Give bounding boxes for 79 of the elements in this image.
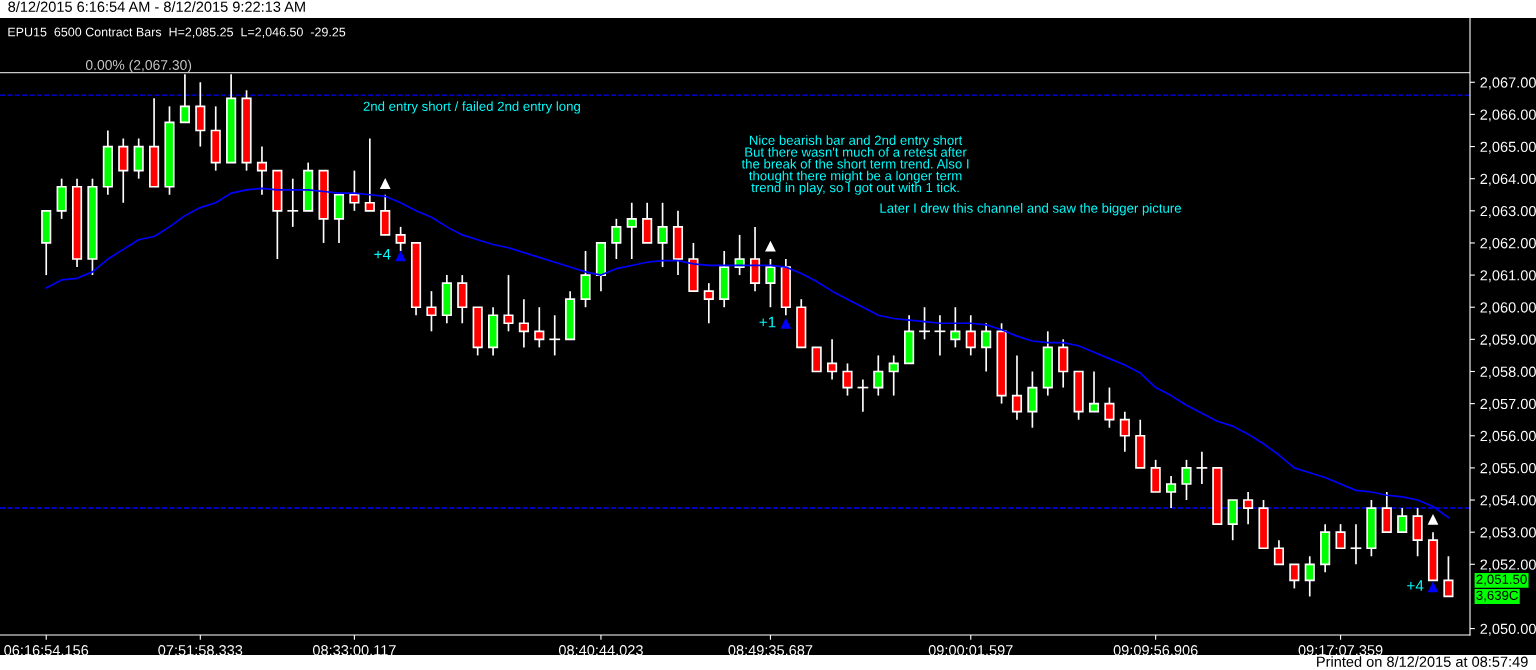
candlestick (965, 314, 976, 357)
x-tick-label: 09:09:56.906 (1113, 645, 1198, 656)
candlestick (873, 354, 884, 397)
point (765, 240, 776, 252)
candlestick (1181, 459, 1192, 501)
y-tick-label: 2,066.00 (1480, 109, 1536, 122)
y-tick-label: 2,053.00 (1480, 527, 1536, 540)
x-tick-label: 06:16:54.156 (4, 645, 89, 656)
candlestick (703, 282, 714, 325)
candlestick (981, 322, 992, 373)
candlestick (1289, 563, 1300, 590)
y-tick-label: 2,067.00 (1480, 77, 1536, 90)
y-tick-label: 2,056.00 (1480, 430, 1536, 443)
candlestick (1443, 555, 1454, 598)
chart-title: 8/12/2015 6:16:54 AM - 8/12/2015 9:22:13 AM (8, 1, 305, 12)
point (1427, 581, 1439, 593)
candlestick (349, 169, 360, 212)
text: Printed on 8/12/2015 at 08:57:49 (1317, 656, 1528, 667)
candlestick (827, 338, 838, 381)
annotation: +1 (759, 316, 776, 328)
candlestick (1243, 491, 1254, 525)
y-tick-label: 2,055.00 (1480, 463, 1536, 476)
candlestick (888, 354, 899, 397)
y-tick-label: 2,059.00 (1480, 334, 1536, 347)
annotation: +4 (374, 248, 391, 260)
candlestick (1165, 475, 1177, 509)
candlestick (918, 306, 931, 341)
candlestick (518, 298, 529, 349)
ref-line-label: 0.00% (2,067.30) (85, 59, 192, 73)
annotation: Later I drew this channel and saw the bigger picture (880, 203, 1181, 216)
x-tick-label: 08:40:44.023 (558, 645, 643, 656)
x-tick-label: 09:17:07.359 (1298, 645, 1383, 656)
candlestick (734, 234, 745, 276)
candlestick (765, 258, 776, 309)
candlestick (364, 137, 375, 212)
point (379, 178, 391, 189)
x-tick-label: 09:00:01.597 (928, 645, 1013, 656)
annotation: 2nd entry short / failed 2nd entry long (363, 101, 580, 114)
candlestick (286, 177, 299, 228)
text: 2,051.50 (1476, 574, 1527, 586)
point (1427, 513, 1439, 525)
candlestick (179, 73, 190, 124)
candlestick (1335, 523, 1346, 550)
y-tick-label: 2,057.00 (1480, 398, 1536, 411)
x-tick-label: 08:33:00.117 (312, 645, 396, 656)
candlestick (534, 306, 545, 349)
text: 3,639C (1476, 590, 1518, 602)
point (780, 317, 792, 329)
candlestick (1397, 507, 1408, 534)
y-tick-label: 2,065.00 (1480, 141, 1536, 154)
candlestick (1273, 539, 1285, 566)
y-tick-label: 2,058.00 (1480, 366, 1536, 379)
candlestick (1104, 386, 1115, 429)
candlestick (842, 362, 853, 397)
candlestick (426, 290, 437, 333)
candlestick (1088, 370, 1100, 413)
y-tick-label: 2,050.00 (1480, 623, 1536, 636)
candlestick (1011, 354, 1023, 421)
candlestick (256, 145, 268, 196)
candlestick (1119, 410, 1130, 453)
y-tick-label: 2,060.00 (1480, 302, 1536, 315)
x-tick-label: 07:51:58.333 (158, 645, 243, 656)
x-tick-label: 08:49:35.687 (728, 645, 813, 656)
y-tick-label: 2,052.00 (1480, 559, 1536, 572)
annotation: +4 (1407, 580, 1424, 591)
y-tick-label: 2,054.00 (1480, 495, 1536, 508)
annotation: Nice bearish bar and 2nd entry short But there wasn't much of a retest after the break of the short term trend. Also I thought there might be a longer term trend in play, so I got out with 1 tick. (741, 135, 969, 195)
candlestick (626, 201, 637, 260)
y-tick-label: 2,061.00 (1480, 270, 1536, 283)
y-tick-label: 2,063.00 (1480, 205, 1536, 218)
candlestick (657, 201, 668, 268)
candlestick (1304, 555, 1315, 598)
candlestick (950, 306, 961, 349)
point (395, 250, 407, 262)
candlestick (503, 274, 514, 333)
text: EPU15 6500 Contract Bars H=2,085.25 L=2,046.50 -29.25 (8, 27, 346, 38)
candlestick (611, 218, 622, 260)
y-tick-label: 2,064.00 (1480, 173, 1536, 186)
y-tick-label: 2,062.00 (1480, 238, 1536, 251)
